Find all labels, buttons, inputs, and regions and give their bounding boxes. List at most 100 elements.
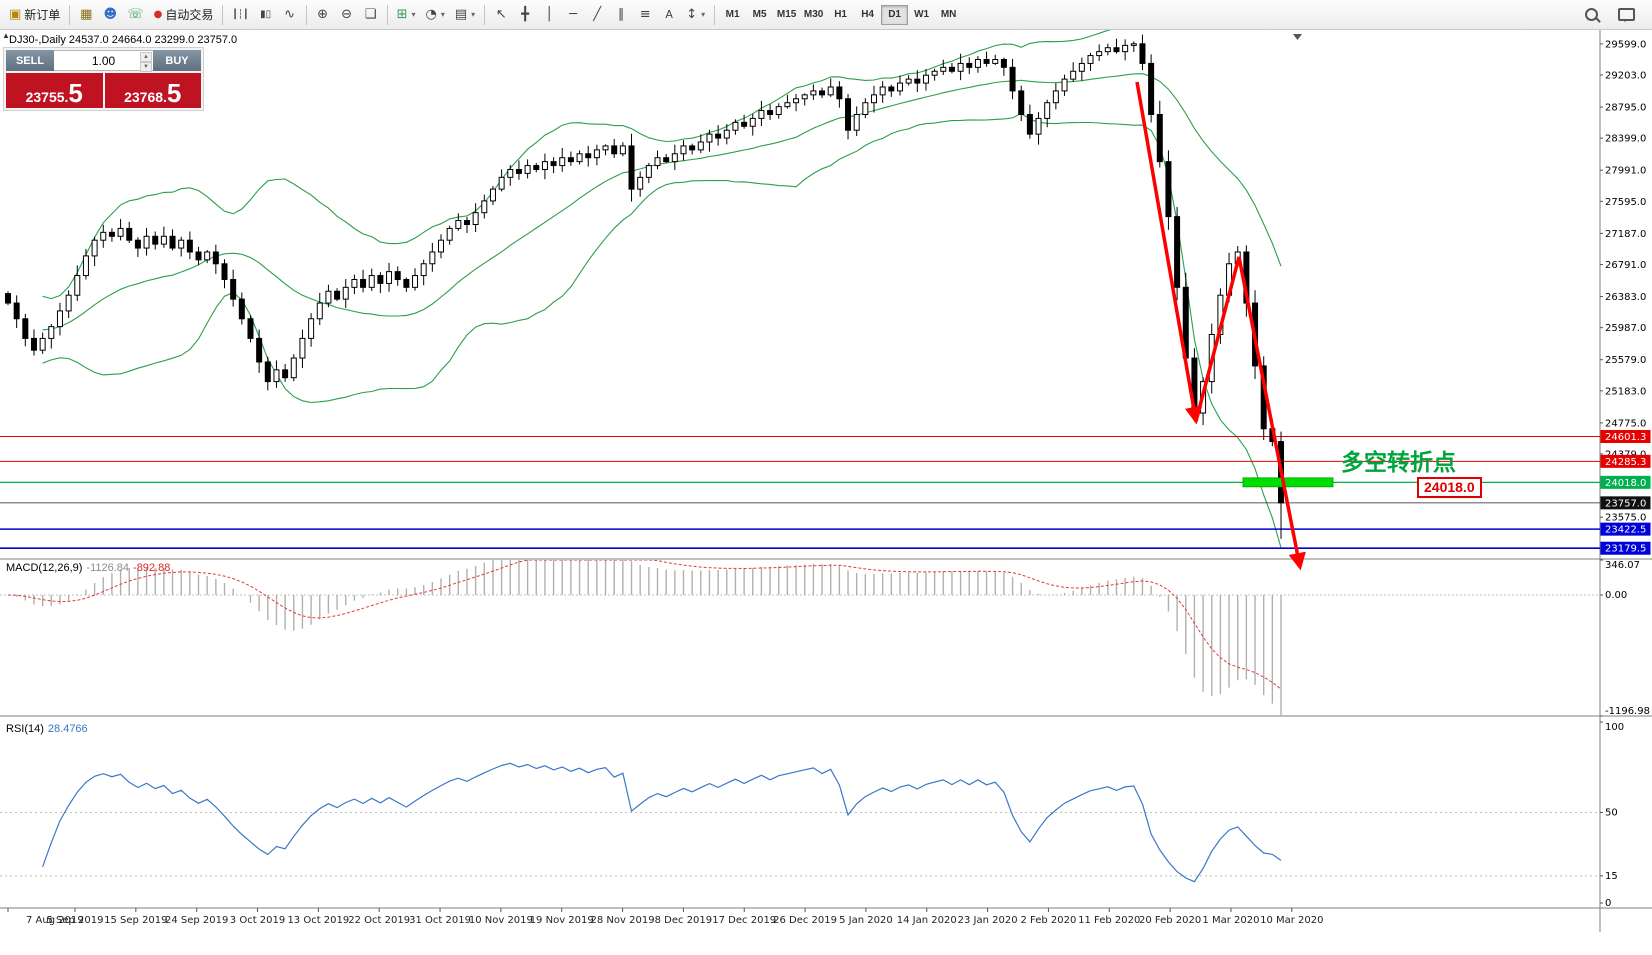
timeframe-D1[interactable]: D1: [881, 4, 909, 25]
charts-window-button[interactable]: ▦: [75, 4, 97, 26]
axis-label: 10 Mar 2020: [1260, 915, 1323, 926]
axis-label: 27991.0: [1605, 166, 1646, 177]
price-tag-24018.0: 24018.0: [1600, 475, 1651, 489]
autotrade-button[interactable]: ● 自动交易: [150, 4, 218, 26]
quick-trade-toggle-icon[interactable]: ▲: [2, 31, 10, 40]
zoom-in-icon: ⊕: [317, 7, 329, 22]
trendline-button[interactable]: ╱: [586, 4, 608, 26]
autotrade-icon: ●: [153, 9, 163, 20]
chevron-down-icon: ▾: [440, 10, 445, 19]
axis-label: 24601.3: [1605, 432, 1646, 443]
timeframe-H1[interactable]: H1: [827, 5, 854, 25]
new-order-icon: ▣: [9, 7, 22, 22]
candlestick-chart-button[interactable]: ▮▯: [255, 4, 277, 26]
search-button[interactable]: [1580, 4, 1602, 26]
chat-button[interactable]: [1614, 4, 1639, 26]
tile-windows-icon: ❏: [364, 7, 377, 22]
timeframe-M30[interactable]: M30: [800, 5, 827, 25]
price-callout-label[interactable]: 24018.0: [1417, 477, 1482, 498]
timeframe-W1[interactable]: W1: [908, 5, 935, 25]
period-button[interactable]: ◔ ▾: [422, 4, 449, 26]
one-click-trade-panel: SELL 1.00 ▲ ▼ BUY 23755. 5 23768. 5: [3, 47, 204, 111]
axis-label: 20 Feb 2020: [1139, 915, 1201, 926]
bar-chart-button[interactable]: ┃┆┃: [228, 4, 252, 26]
zoom-out-button[interactable]: ⊖: [336, 4, 358, 26]
timeframe-MN[interactable]: MN: [935, 5, 962, 25]
buy-price-big-digit: 5: [166, 78, 182, 109]
support-phone-button[interactable]: ☏: [123, 4, 147, 26]
toolbar-separator: [222, 4, 224, 25]
turning-point-annotation[interactable]: 多空转折点: [1341, 449, 1456, 475]
volume-down-icon[interactable]: ▼: [140, 62, 152, 72]
support-highlight-bar[interactable]: [1242, 477, 1334, 488]
search-icon: [1584, 8, 1598, 21]
axis-label: 0: [1605, 898, 1611, 909]
chart-title: DJ30-,Daily 24537.0 24664.0 23299.0 2375…: [9, 34, 238, 46]
trendline-icon: ╱: [593, 7, 602, 22]
fibonacci-button[interactable]: ≡: [634, 4, 656, 26]
channel-button[interactable]: ∥: [610, 4, 632, 26]
template-button[interactable]: ▤ ▾: [451, 4, 479, 26]
sell-price: 23755.: [25, 89, 69, 105]
chevron-down-icon: ▾: [471, 10, 476, 19]
zigzag-arrow-2[interactable]: [1194, 256, 1306, 571]
zoom-in-button[interactable]: ⊕: [312, 4, 334, 26]
axis-label: 11 Feb 2020: [1078, 915, 1140, 926]
buy-price-box[interactable]: 23768. 5: [104, 73, 201, 109]
new-chart-button[interactable]: ⊞ ▾: [393, 4, 420, 26]
arrow-tools-button[interactable]: ↕ ▾: [682, 4, 709, 26]
charts-window-icon: ▦: [80, 7, 93, 22]
new-order-label: 新订单: [24, 8, 61, 22]
axis-label: 15 Sep 2019: [104, 915, 167, 926]
axis-label: 29203.0: [1605, 70, 1646, 81]
sell-price-box[interactable]: 23755. 5: [6, 73, 103, 108]
axis-label: 23 Jan 2020: [958, 915, 1018, 926]
axis-label: 24285.3: [1605, 457, 1646, 468]
sell-button[interactable]: SELL: [6, 50, 54, 71]
tile-windows-button[interactable]: ❏: [360, 4, 382, 26]
axis-label: 13 Oct 2019: [287, 915, 349, 926]
macd-histogram: [0, 560, 1600, 716]
axis-label: 28399.0: [1605, 134, 1646, 145]
axis-label: 0.00: [1605, 590, 1627, 601]
text-button[interactable]: A: [658, 4, 680, 26]
axis-label: 28795.0: [1605, 103, 1646, 114]
sell-price-big-digit: 5: [68, 78, 83, 109]
horizontal-line-icon: ─: [569, 7, 578, 22]
timeframe-M15[interactable]: M15: [773, 5, 800, 25]
line-chart-button[interactable]: ∿: [279, 4, 301, 26]
axis-label: 100: [1605, 722, 1624, 733]
horizontal-line-button[interactable]: ─: [562, 4, 584, 26]
axis-label: 19 Nov 2019: [530, 915, 594, 926]
buy-button[interactable]: BUY: [153, 50, 201, 71]
volume-up-icon[interactable]: ▲: [140, 52, 152, 62]
timeframe-M5[interactable]: M5: [746, 5, 773, 25]
template-icon: ▤: [454, 7, 468, 22]
crosshair-icon: ╋: [521, 7, 530, 22]
vertical-line-button[interactable]: │: [538, 4, 560, 26]
cursor-button[interactable]: ↖: [490, 4, 512, 26]
axis-label: 27595.0: [1605, 197, 1646, 208]
volume-input[interactable]: 1.00 ▲ ▼: [54, 50, 153, 72]
down-arrow-1[interactable]: [1135, 81, 1203, 425]
axis-label: 24 Sep 2019: [165, 915, 228, 926]
axis-label: 22 Oct 2019: [348, 915, 410, 926]
crosshair-button[interactable]: ╋: [514, 4, 536, 26]
chart-shift-icon[interactable]: [1293, 34, 1302, 40]
axis-label: 31 Oct 2019: [409, 915, 471, 926]
macd-indicator-label: MACD(12,26,9) -1126.84 -892.88: [6, 562, 171, 574]
timeframe-M1[interactable]: M1: [719, 5, 746, 25]
axis-label: 346.07: [1605, 560, 1640, 571]
axis-label: 2 Feb 2020: [1021, 915, 1077, 926]
candlestick-chart-icon: ▮▯: [260, 9, 272, 20]
text-icon: A: [665, 8, 673, 21]
price-tag-23179.5: 23179.5: [1600, 541, 1651, 555]
timeframe-H4[interactable]: H4: [854, 5, 881, 25]
price-tag-23757.0: 23757.0: [1600, 496, 1651, 510]
cursor-icon: ↖: [495, 7, 507, 22]
axis-label: 14 Jan 2020: [897, 915, 957, 926]
new-order-button[interactable]: ▣ 新订单: [5, 4, 64, 26]
profile-button[interactable]: ☻: [99, 4, 121, 26]
